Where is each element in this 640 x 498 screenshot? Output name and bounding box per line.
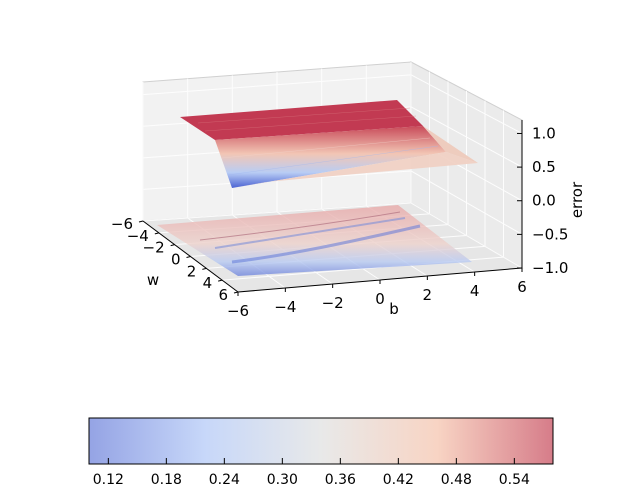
z-tick-label: 0.5 [532, 158, 556, 176]
projection-band-3 [231, 224, 421, 264]
surface-mesh-line-2 [204, 115, 417, 132]
w-tick-mark [170, 244, 175, 247]
projection-band-1 [199, 211, 401, 241]
b-tick-label: −2 [322, 294, 344, 312]
z-axis-label: error [568, 181, 586, 218]
floor-projection [157, 205, 472, 276]
w-tick-mark [202, 267, 207, 270]
w-tick-mark [138, 220, 144, 223]
b-tick-label: −4 [274, 298, 296, 316]
b-tick-label: 6 [517, 278, 527, 296]
surface-mesh-line-1 [197, 107, 411, 124]
error-surface [180, 100, 478, 188]
surface-top [180, 100, 423, 140]
colorbar-tick-label: 0.36 [325, 472, 356, 488]
surface-mesh-line-4 [227, 145, 439, 176]
b-axis-label: b [389, 300, 399, 318]
w-tick-label: 2 [187, 262, 197, 280]
side-grid-line-z [410, 74, 523, 134]
colorbar-tick-label: 0.18 [151, 472, 182, 488]
z-tick-label: −1.0 [532, 259, 568, 277]
back-grid-line-z [142, 202, 412, 222]
colorbar-frame [88, 417, 554, 465]
z-axis-ticks: −1.0 −0.5 0.0 0.5 1.0 [517, 124, 568, 277]
colorbar-tick-label: 0.48 [441, 472, 472, 488]
w-tick-label: −4 [127, 227, 149, 245]
colorbar-ticks: 0.12 0.18 0.24 0.30 0.36 0.42 0.48 0.54 [93, 458, 530, 488]
surface-mesh-line-3 [221, 137, 431, 159]
colorbar-fill [89, 418, 553, 464]
surface-drop [215, 126, 446, 188]
w-tick-label: 0 [171, 251, 181, 269]
w-tick-label: −6 [111, 215, 133, 233]
w-tick-label: 4 [203, 274, 213, 292]
z-tick-label: 0.0 [532, 192, 556, 210]
b-tick-label: 4 [470, 282, 480, 300]
w-tick-label: −2 [143, 239, 165, 257]
b-tick-label: 0 [375, 290, 385, 308]
w-axis-label: w [147, 271, 159, 289]
colorbar-tick-label: 0.24 [209, 472, 240, 488]
colorbar-tick-label: 0.42 [383, 472, 414, 488]
z-tick-label: 1.0 [532, 124, 556, 142]
surface-plane [232, 152, 478, 188]
projection-fill [157, 205, 472, 276]
colorbar-tick-label: 0.30 [267, 472, 298, 488]
surface-plane-far [423, 126, 478, 163]
side-grid-line-z [410, 170, 523, 235]
colorbar-tick-label: 0.54 [499, 472, 530, 488]
b-tick-label: 2 [423, 286, 433, 304]
w-tick-mark [154, 232, 159, 235]
colorbar: 0.12 0.18 0.24 0.30 0.36 0.42 0.48 0.54 [88, 417, 554, 488]
w-tick-mark [233, 291, 239, 294]
colorbar-tick-label: 0.12 [93, 472, 124, 488]
b-axis-ticks: −6 −4 −2 0 2 4 6 [227, 268, 527, 320]
w-tick-label: 6 [218, 286, 228, 304]
w-tick-mark [186, 256, 191, 258]
b-tick-label: −6 [227, 302, 249, 320]
projection-band-2 [214, 217, 406, 249]
z-tick-label: −0.5 [532, 225, 568, 243]
side-grid-line-z [410, 106, 523, 168]
w-tick-mark [218, 279, 223, 282]
side-grid-line-z [410, 202, 523, 269]
back-grid-line-z [142, 74, 412, 96]
